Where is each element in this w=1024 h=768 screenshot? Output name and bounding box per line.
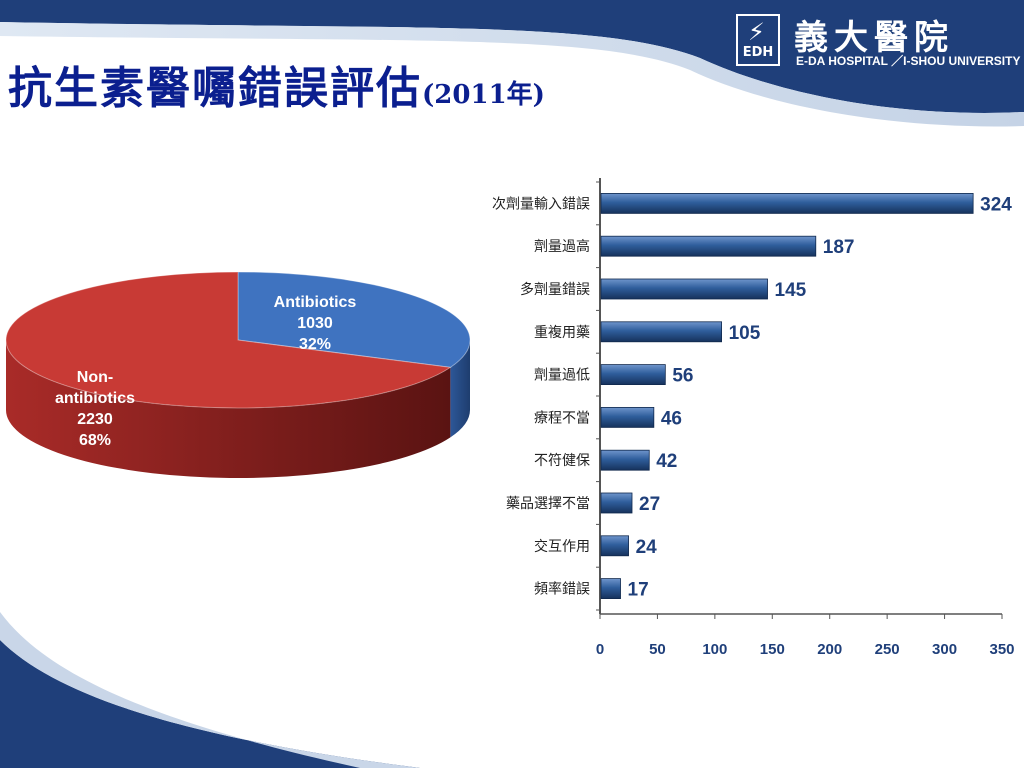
bar-value-label: 17 bbox=[628, 580, 649, 601]
x-tick-label: 350 bbox=[989, 641, 1014, 658]
bar bbox=[600, 235, 817, 257]
x-tick-label: 100 bbox=[702, 641, 727, 658]
category-label: 交互作用 bbox=[534, 538, 590, 554]
bar-chart: 次劑量輸入錯誤 324 劑量過高 187 多劑量錯誤 145 重複用藥 105 劑量過低 56 療程… bbox=[492, 178, 1015, 658]
x-tick-label: 250 bbox=[875, 641, 900, 658]
top-banner bbox=[0, 0, 1024, 113]
category-label: 療程不當 bbox=[534, 409, 590, 425]
title-year: (2011年) bbox=[422, 80, 545, 110]
lightning-icon: ⚡ bbox=[748, 18, 765, 46]
pie-label-line: antibiotics bbox=[55, 390, 135, 407]
pie-side-1 bbox=[6, 340, 451, 479]
pie-label-line: 32% bbox=[299, 336, 331, 353]
bar bbox=[600, 535, 629, 557]
pie-label-0: Antibiotics 1030 32% bbox=[274, 294, 357, 353]
hospital-logo: ⚡ EDH 義大醫院 E-DA HOSPITAL ／I-SHOU UNIVERS… bbox=[736, 10, 1020, 70]
category-label: 不符健保 bbox=[534, 452, 590, 468]
logo-mark: ⚡ EDH bbox=[736, 14, 780, 66]
bottom-swoosh bbox=[0, 640, 420, 768]
bar bbox=[600, 406, 655, 428]
pie-label-line: 68% bbox=[79, 432, 111, 449]
category-label: 藥品選擇不當 bbox=[506, 495, 590, 511]
bottom-swoosh-light bbox=[0, 612, 420, 768]
x-tick-label: 300 bbox=[932, 641, 957, 658]
bar-value-label: 56 bbox=[672, 366, 693, 387]
pie-label-line: Non- bbox=[77, 369, 113, 386]
category-label: 次劑量輸入錯誤 bbox=[492, 195, 590, 211]
bar-value-label: 187 bbox=[823, 237, 855, 258]
x-tick-label: 50 bbox=[649, 641, 666, 658]
pie-label-line: 1030 bbox=[297, 315, 333, 332]
pie-label-line: 2230 bbox=[77, 411, 113, 428]
bar bbox=[600, 578, 621, 600]
category-label: 多劑量錯誤 bbox=[520, 281, 590, 297]
logo-chinese-name: 義大醫院 bbox=[794, 18, 954, 58]
category-label: 劑量過高 bbox=[534, 238, 590, 254]
bar-value-label: 42 bbox=[656, 451, 677, 472]
x-tick-label: 0 bbox=[596, 641, 604, 658]
bar-value-label: 145 bbox=[775, 280, 807, 301]
bar bbox=[600, 364, 666, 386]
bar bbox=[600, 321, 722, 343]
bar bbox=[600, 492, 633, 514]
pie-label-1: Non-antibiotics 2230 68% bbox=[55, 369, 135, 449]
bar-value-label: 105 bbox=[729, 323, 761, 344]
pie-slice-1 bbox=[5, 271, 452, 409]
pie-side-0 bbox=[450, 340, 470, 438]
bar-value-label: 27 bbox=[639, 494, 660, 515]
top-banner-highlight bbox=[0, 22, 1024, 127]
category-label: 重複用藥 bbox=[534, 324, 590, 340]
bar-value-label: 324 bbox=[980, 194, 1012, 215]
logo-mark-text: EDH bbox=[742, 45, 774, 60]
pie-chart: Antibiotics 1030 32% Non-antibiotics 2230 68% bbox=[5, 271, 471, 479]
bar-value-label: 46 bbox=[661, 408, 682, 429]
bar-value-label: 24 bbox=[636, 537, 658, 558]
title-main: 抗生素醫囑錯誤評估 bbox=[8, 63, 422, 114]
bar bbox=[600, 192, 974, 214]
x-tick-label: 200 bbox=[817, 641, 842, 658]
logo-english-name: E-DA HOSPITAL ／I-SHOU UNIVERSITY bbox=[796, 54, 1021, 68]
x-tick-label: 150 bbox=[760, 641, 785, 658]
page-title: 抗生素醫囑錯誤評估(2011年) bbox=[8, 52, 545, 116]
category-label: 劑量過低 bbox=[534, 367, 590, 383]
bar bbox=[600, 449, 650, 471]
bar bbox=[600, 278, 768, 300]
category-label: 頻率錯誤 bbox=[534, 581, 590, 597]
pie-label-line: Antibiotics bbox=[274, 294, 357, 311]
pie-slice-0 bbox=[237, 271, 471, 368]
